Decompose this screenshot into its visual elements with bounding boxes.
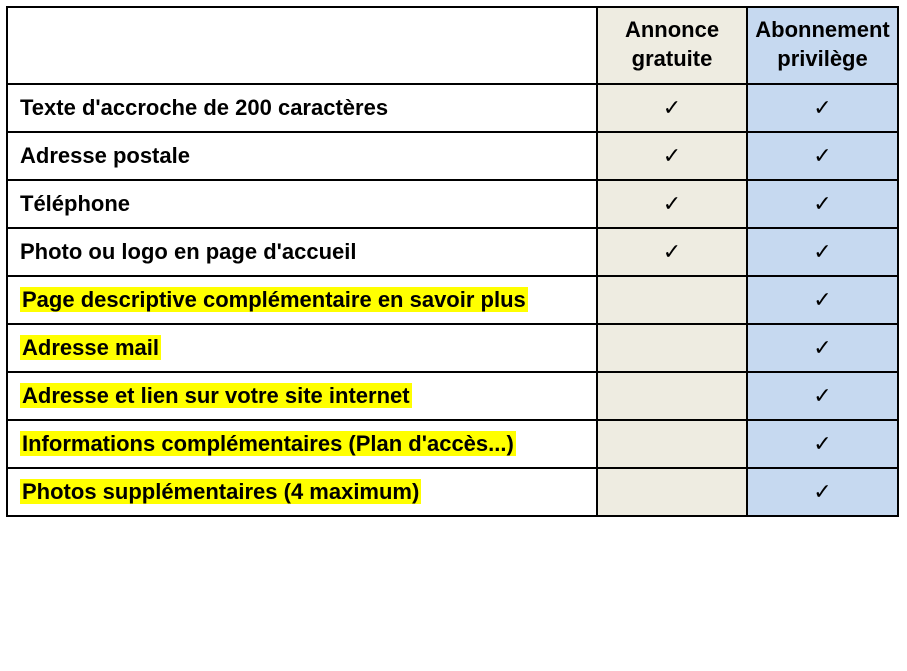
header-col-a-line1: Annonce [625, 17, 719, 42]
check-col-b: ✓ [747, 132, 898, 180]
check-col-a [597, 276, 747, 324]
table-row: Page descriptive complémentaire en savoi… [7, 276, 898, 324]
row-label: Adresse postale [7, 132, 597, 180]
row-label: Page descriptive complémentaire en savoi… [7, 276, 597, 324]
table-row: Téléphone ✓ ✓ [7, 180, 898, 228]
check-icon: ✓ [813, 479, 831, 504]
table-row: Photos supplémentaires (4 maximum) ✓ [7, 468, 898, 516]
table-row: Photo ou logo en page d'accueil ✓ ✓ [7, 228, 898, 276]
check-col-a: ✓ [597, 228, 747, 276]
check-icon: ✓ [813, 383, 831, 408]
check-icon: ✓ [663, 191, 681, 216]
row-label: Adresse et lien sur votre site internet [7, 372, 597, 420]
check-col-b: ✓ [747, 228, 898, 276]
highlighted-text: Photos supplémentaires (4 maximum) [20, 479, 421, 504]
table-row: Adresse et lien sur votre site internet ✓ [7, 372, 898, 420]
check-icon: ✓ [813, 335, 831, 360]
header-col-b-line1: Abonnement [755, 17, 889, 42]
check-col-b: ✓ [747, 180, 898, 228]
check-col-b: ✓ [747, 372, 898, 420]
check-icon: ✓ [663, 239, 681, 264]
check-col-a [597, 324, 747, 372]
comparison-table: Annonce gratuite Abonnement privilège Te… [6, 6, 899, 517]
check-icon: ✓ [663, 143, 681, 168]
check-icon: ✓ [663, 95, 681, 120]
table-row: Texte d'accroche de 200 caractères ✓ ✓ [7, 84, 898, 132]
table-row: Adresse mail ✓ [7, 324, 898, 372]
check-icon: ✓ [813, 143, 831, 168]
table-header-row: Annonce gratuite Abonnement privilège [7, 7, 898, 84]
row-label: Photo ou logo en page d'accueil [7, 228, 597, 276]
highlighted-text: Adresse et lien sur votre site internet [20, 383, 412, 408]
check-col-b: ✓ [747, 468, 898, 516]
check-col-b: ✓ [747, 324, 898, 372]
check-icon: ✓ [813, 191, 831, 216]
table-row: Informations complémentaires (Plan d'acc… [7, 420, 898, 468]
check-col-a: ✓ [597, 84, 747, 132]
row-label: Téléphone [7, 180, 597, 228]
check-col-a [597, 372, 747, 420]
header-empty [7, 7, 597, 84]
check-col-a [597, 420, 747, 468]
row-label: Informations complémentaires (Plan d'acc… [7, 420, 597, 468]
check-icon: ✓ [813, 287, 831, 312]
row-label: Photos supplémentaires (4 maximum) [7, 468, 597, 516]
check-col-b: ✓ [747, 276, 898, 324]
table-row: Adresse postale ✓ ✓ [7, 132, 898, 180]
check-col-a: ✓ [597, 132, 747, 180]
check-col-a: ✓ [597, 180, 747, 228]
check-icon: ✓ [813, 431, 831, 456]
header-col-a: Annonce gratuite [597, 7, 747, 84]
check-icon: ✓ [813, 95, 831, 120]
row-label: Texte d'accroche de 200 caractères [7, 84, 597, 132]
check-col-b: ✓ [747, 420, 898, 468]
header-col-b-line2: privilège [777, 46, 867, 71]
check-icon: ✓ [813, 239, 831, 264]
check-col-a [597, 468, 747, 516]
row-label: Adresse mail [7, 324, 597, 372]
check-col-b: ✓ [747, 84, 898, 132]
highlighted-text: Page descriptive complémentaire en savoi… [20, 287, 528, 312]
header-col-b: Abonnement privilège [747, 7, 898, 84]
header-col-a-line2: gratuite [632, 46, 713, 71]
table-body: Texte d'accroche de 200 caractères✓✓Adre… [7, 84, 898, 516]
highlighted-text: Informations complémentaires (Plan d'acc… [20, 431, 516, 456]
highlighted-text: Adresse mail [20, 335, 161, 360]
